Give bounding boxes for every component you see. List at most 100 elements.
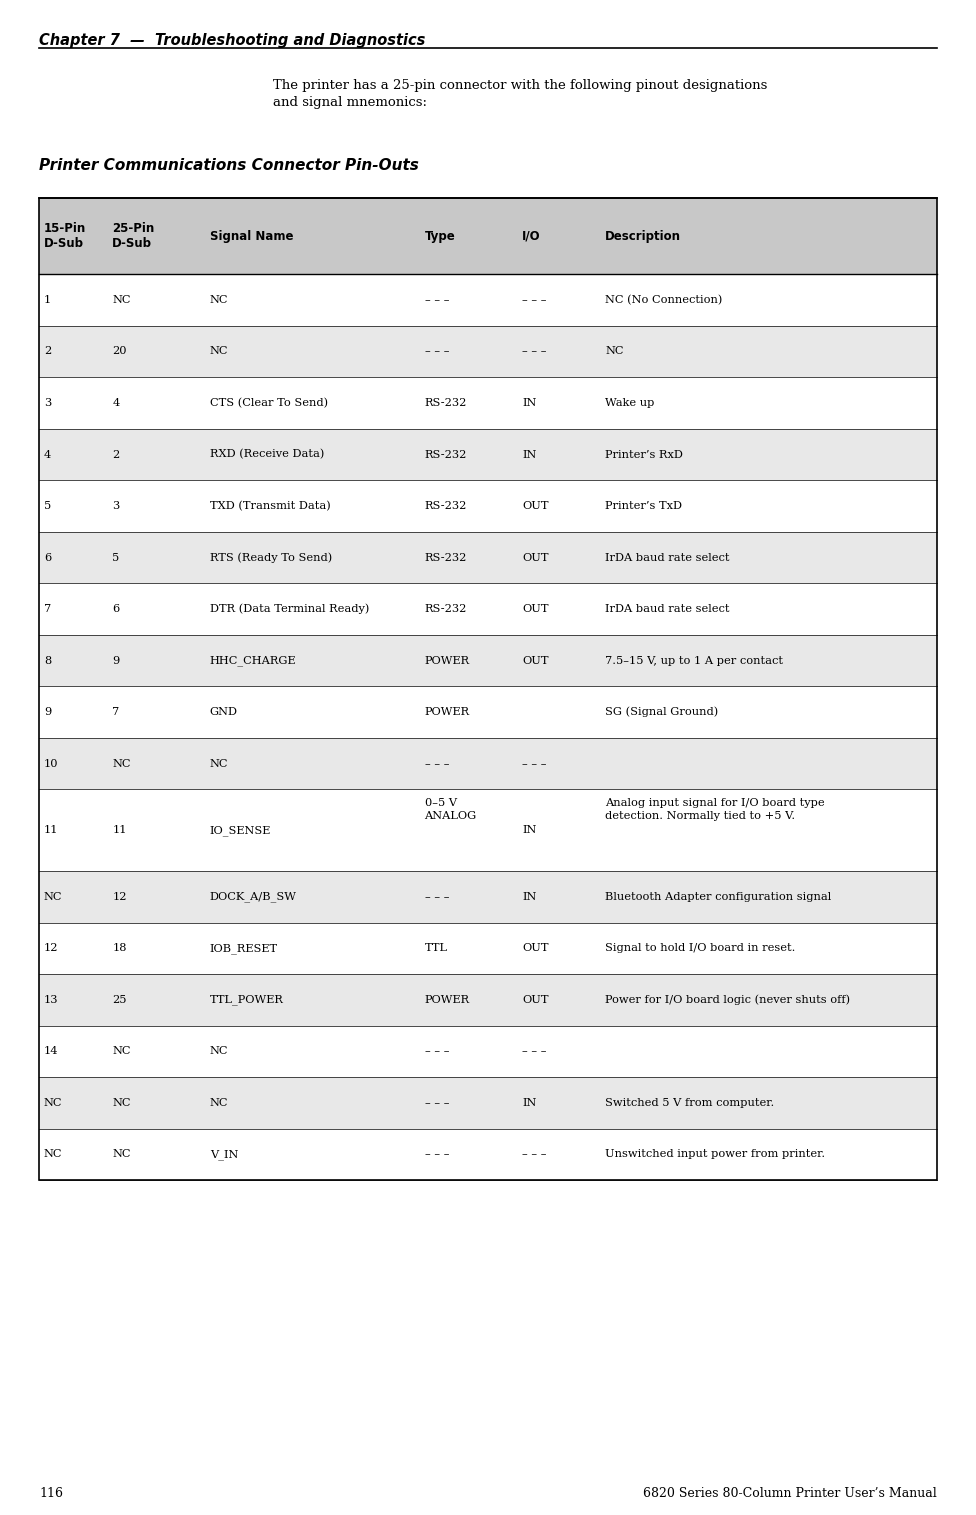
Text: Unswitched input power from printer.: Unswitched input power from printer. <box>605 1150 826 1159</box>
Text: HHC_CHARGE: HHC_CHARGE <box>210 654 297 667</box>
Text: TTL: TTL <box>425 944 448 953</box>
Text: Printer’s RxD: Printer’s RxD <box>605 450 683 459</box>
Text: GND: GND <box>210 708 238 717</box>
Text: NC: NC <box>112 759 131 768</box>
Text: RTS (Ready To Send): RTS (Ready To Send) <box>210 553 332 562</box>
Text: OUT: OUT <box>522 553 549 562</box>
Text: 15-Pin
D-Sub: 15-Pin D-Sub <box>44 223 86 250</box>
Text: 6820 Series 80-Column Printer User’s Manual: 6820 Series 80-Column Printer User’s Man… <box>643 1486 937 1500</box>
Bar <box>39 532 937 583</box>
Text: – – –: – – – <box>425 295 449 305</box>
Text: 2: 2 <box>112 450 119 459</box>
Text: 0–5 V
ANALOG: 0–5 V ANALOG <box>425 798 477 821</box>
Text: OUT: OUT <box>522 944 549 953</box>
Text: 11: 11 <box>112 826 127 835</box>
Text: The printer has a 25-pin connector with the following pinout designations
and si: The printer has a 25-pin connector with … <box>273 79 768 109</box>
Text: 3: 3 <box>44 398 51 408</box>
Bar <box>39 583 937 635</box>
Text: 3: 3 <box>112 501 119 511</box>
Text: V_IN: V_IN <box>210 1148 238 1160</box>
Text: IN: IN <box>522 398 537 408</box>
Bar <box>39 974 937 1026</box>
Bar <box>39 198 937 274</box>
Bar <box>39 198 937 1180</box>
Text: SG (Signal Ground): SG (Signal Ground) <box>605 708 718 717</box>
Text: NC: NC <box>210 759 228 768</box>
Text: Printer’s TxD: Printer’s TxD <box>605 501 682 511</box>
Text: – – –: – – – <box>522 347 547 356</box>
Bar <box>39 1077 937 1129</box>
Text: – – –: – – – <box>425 1098 449 1107</box>
Text: – – –: – – – <box>425 347 449 356</box>
Text: NC (No Connection): NC (No Connection) <box>605 295 722 305</box>
Text: 9: 9 <box>44 708 51 717</box>
Bar <box>39 923 937 974</box>
Bar <box>39 480 937 532</box>
Text: Signal Name: Signal Name <box>210 230 294 242</box>
Text: IN: IN <box>522 826 537 835</box>
Text: CTS (Clear To Send): CTS (Clear To Send) <box>210 398 328 408</box>
Text: 11: 11 <box>44 826 59 835</box>
Bar <box>39 738 937 789</box>
Text: RS-232: RS-232 <box>425 450 467 459</box>
Bar <box>39 274 937 326</box>
Text: 25: 25 <box>112 995 127 1004</box>
Text: 4: 4 <box>112 398 119 408</box>
Text: – – –: – – – <box>522 1047 547 1056</box>
Text: – – –: – – – <box>425 892 449 901</box>
Text: 10: 10 <box>44 759 59 768</box>
Text: POWER: POWER <box>425 656 469 665</box>
Text: NC: NC <box>605 347 624 356</box>
Text: NC: NC <box>112 1047 131 1056</box>
Text: NC: NC <box>210 1047 228 1056</box>
Text: POWER: POWER <box>425 708 469 717</box>
Bar <box>39 789 937 871</box>
Text: NC: NC <box>44 1098 62 1107</box>
Text: Wake up: Wake up <box>605 398 655 408</box>
Text: 7: 7 <box>44 604 51 614</box>
Text: RS-232: RS-232 <box>425 553 467 562</box>
Text: DOCK_A/B_SW: DOCK_A/B_SW <box>210 891 297 903</box>
Text: RXD (Receive Data): RXD (Receive Data) <box>210 450 324 459</box>
Text: OUT: OUT <box>522 995 549 1004</box>
Text: 5: 5 <box>112 553 119 562</box>
Bar <box>39 198 937 1180</box>
Text: 20: 20 <box>112 347 127 356</box>
Bar <box>39 377 937 429</box>
Text: OUT: OUT <box>522 501 549 511</box>
Text: Chapter 7  —  Troubleshooting and Diagnostics: Chapter 7 — Troubleshooting and Diagnost… <box>39 33 426 48</box>
Text: IO_SENSE: IO_SENSE <box>210 824 271 836</box>
Text: 8: 8 <box>44 656 51 665</box>
Text: 18: 18 <box>112 944 127 953</box>
Bar <box>39 871 937 923</box>
Text: I/O: I/O <box>522 230 541 242</box>
Text: 7.5–15 V, up to 1 A per contact: 7.5–15 V, up to 1 A per contact <box>605 656 783 665</box>
Bar <box>39 1129 937 1180</box>
Text: NC: NC <box>210 295 228 305</box>
Text: – – –: – – – <box>522 759 547 768</box>
Text: 6: 6 <box>112 604 119 614</box>
Text: – – –: – – – <box>425 1047 449 1056</box>
Text: Signal to hold I/O board in reset.: Signal to hold I/O board in reset. <box>605 944 795 953</box>
Text: 7: 7 <box>112 708 119 717</box>
Text: RS-232: RS-232 <box>425 501 467 511</box>
Text: 25-Pin
D-Sub: 25-Pin D-Sub <box>112 223 154 250</box>
Text: OUT: OUT <box>522 656 549 665</box>
Text: – – –: – – – <box>425 759 449 768</box>
Text: Type: Type <box>425 230 456 242</box>
Text: NC: NC <box>210 347 228 356</box>
Text: DTR (Data Terminal Ready): DTR (Data Terminal Ready) <box>210 604 369 614</box>
Text: NC: NC <box>112 1098 131 1107</box>
Text: IrDA baud rate select: IrDA baud rate select <box>605 604 730 614</box>
Text: NC: NC <box>210 1098 228 1107</box>
Text: Switched 5 V from computer.: Switched 5 V from computer. <box>605 1098 774 1107</box>
Text: TXD (Transmit Data): TXD (Transmit Data) <box>210 501 331 511</box>
Text: RS-232: RS-232 <box>425 398 467 408</box>
Text: IOB_RESET: IOB_RESET <box>210 942 278 954</box>
Text: 6: 6 <box>44 553 51 562</box>
Text: Analog input signal for I/O board type
detection. Normally tied to +5 V.: Analog input signal for I/O board type d… <box>605 798 825 821</box>
Bar <box>39 1026 937 1077</box>
Text: 9: 9 <box>112 656 119 665</box>
Text: IN: IN <box>522 892 537 901</box>
Text: 1: 1 <box>44 295 51 305</box>
